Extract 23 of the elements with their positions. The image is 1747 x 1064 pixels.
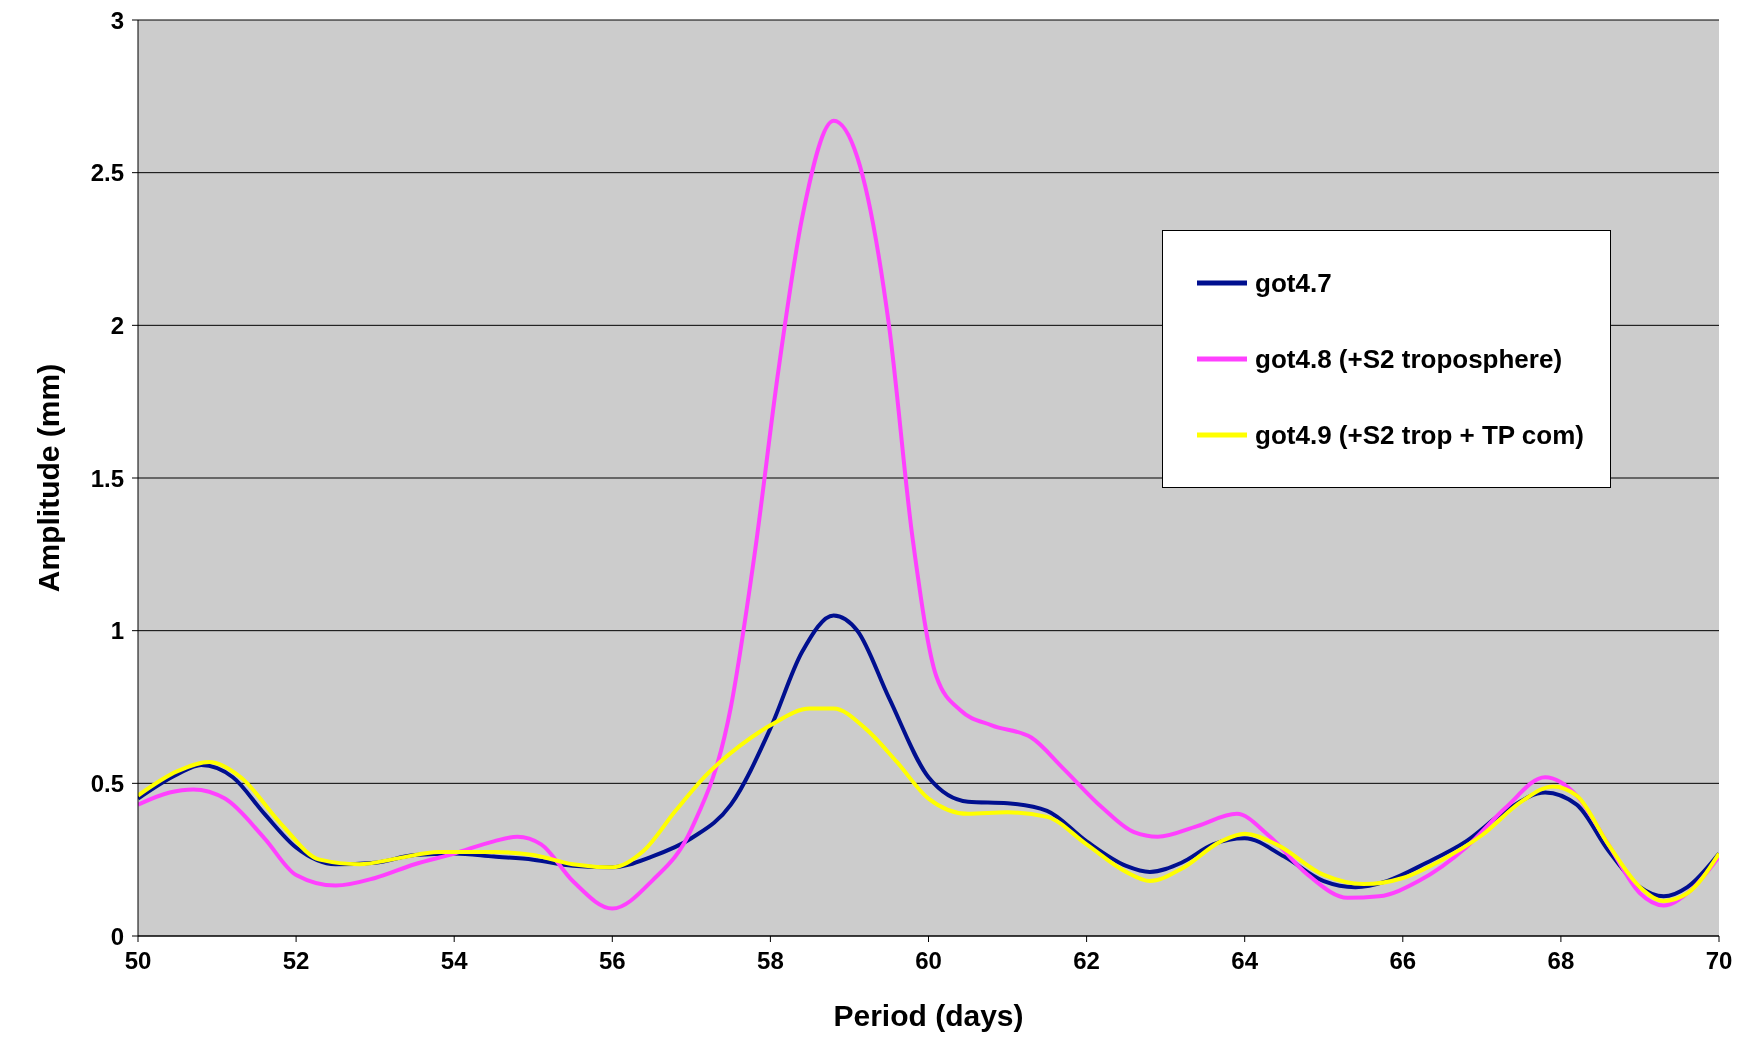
legend-label: got4.9 (+S2 trop + TP com) bbox=[1255, 419, 1584, 451]
x-tick-label: 50 bbox=[124, 947, 152, 975]
legend-label: got4.7 bbox=[1255, 267, 1332, 299]
x-axis-title: Period (days) bbox=[833, 999, 1024, 1032]
x-tick-label: 68 bbox=[1547, 947, 1575, 975]
x-tick-label: 70 bbox=[1705, 947, 1733, 975]
y-axis-title: Amplitude (mm) bbox=[31, 363, 65, 593]
x-tick-label: 52 bbox=[282, 947, 310, 975]
x-tick-label: 54 bbox=[440, 947, 469, 975]
x-tick-label: 64 bbox=[1231, 947, 1259, 975]
y-tick-label: 1 bbox=[110, 617, 124, 645]
y-tick-label: 0 bbox=[110, 922, 124, 950]
x-tick-label: 66 bbox=[1389, 947, 1417, 975]
y-tick-label: 1.5 bbox=[90, 464, 124, 492]
x-tick-label: 62 bbox=[1073, 947, 1100, 975]
y-tick-label: 0.5 bbox=[90, 769, 124, 797]
x-tick-label: 60 bbox=[915, 947, 942, 975]
y-tick-label: 2 bbox=[110, 311, 124, 339]
legend-label: got4.8 (+S2 troposphere) bbox=[1255, 343, 1563, 375]
y-tick-label: 3 bbox=[110, 6, 124, 34]
y-tick-label: 2.5 bbox=[90, 159, 124, 187]
x-tick-label: 58 bbox=[757, 947, 784, 975]
x-tick-label: 56 bbox=[598, 947, 626, 975]
